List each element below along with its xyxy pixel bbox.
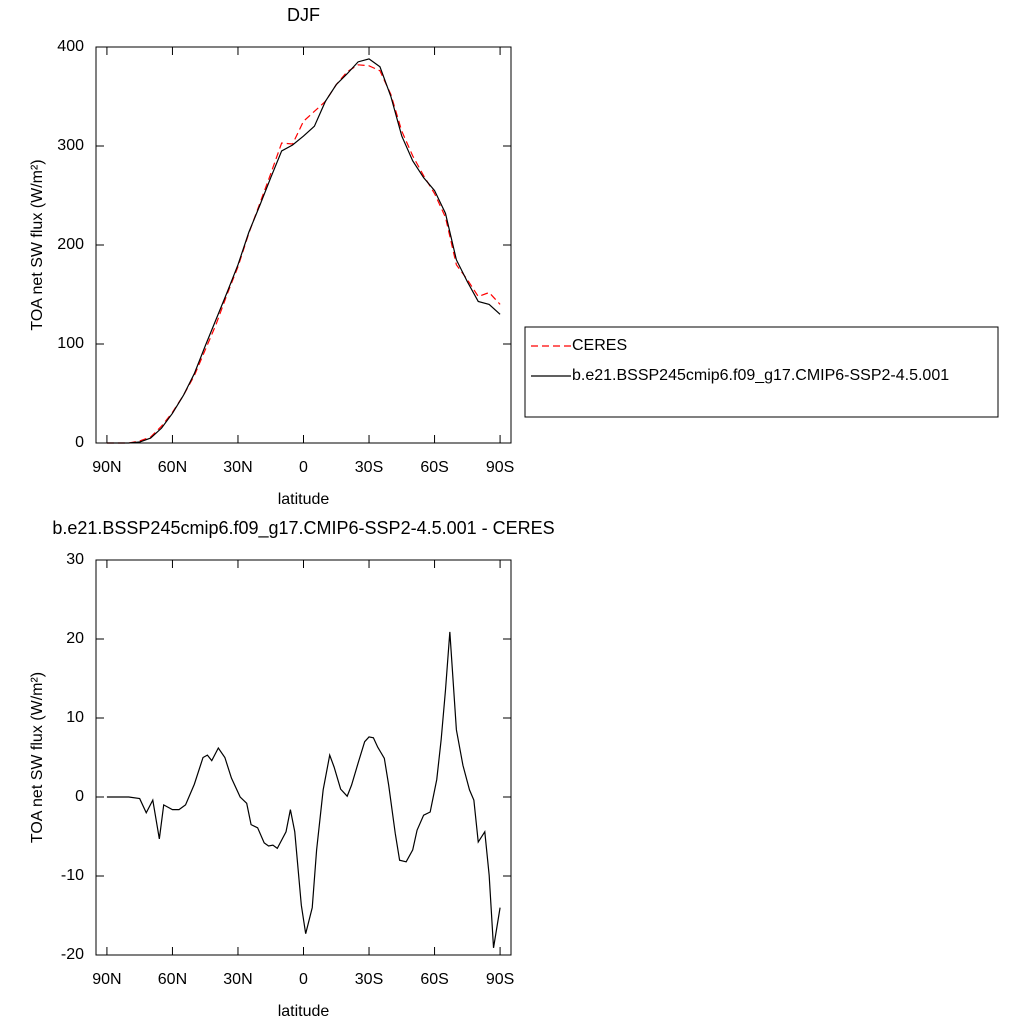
data-line xyxy=(106,58,501,444)
x-tick-label: 90N xyxy=(92,971,121,988)
y-tick-label: -20 xyxy=(61,946,84,963)
x-tick-label: 30S xyxy=(355,459,383,476)
x-axis-label: latitude xyxy=(278,491,330,508)
y-axis-label: TOA net SW flux (W/m²) xyxy=(29,672,46,843)
y-tick-label: 0 xyxy=(75,788,84,805)
legend-label: CERES xyxy=(572,337,627,354)
x-tick-label: 30N xyxy=(223,459,252,476)
data-line xyxy=(106,631,501,948)
x-tick-label: 90S xyxy=(486,971,514,988)
plot-frame xyxy=(95,559,512,956)
y-tick-label: 20 xyxy=(66,630,84,647)
y-tick-label: 10 xyxy=(66,709,84,726)
legend: CERES b.e21.BSSP245cmip6.f09_g17.CMIP6-SS… xyxy=(524,326,999,418)
y-tick-label: 30 xyxy=(66,551,84,568)
x-tick-label: 60N xyxy=(158,459,187,476)
data-line xyxy=(106,64,501,444)
x-tick-label: 90N xyxy=(92,459,121,476)
x-tick-label: 30S xyxy=(355,971,383,988)
y-tick-label: -10 xyxy=(61,867,84,884)
chart-title: DJF xyxy=(287,5,320,25)
x-tick-label: 60S xyxy=(420,459,448,476)
x-tick-label: 90S xyxy=(486,459,514,476)
y-tick-label: 100 xyxy=(57,335,84,352)
x-tick-label: 0 xyxy=(299,971,308,988)
x-tick-label: 30N xyxy=(223,971,252,988)
y-tick-label: 200 xyxy=(57,236,84,253)
y-tick-label: 0 xyxy=(75,434,84,451)
x-tick-label: 60N xyxy=(158,971,187,988)
chart-title: b.e21.BSSP245cmip6.f09_g17.CMIP6-SSP2-4.… xyxy=(52,518,554,539)
x-axis-label: latitude xyxy=(278,1003,330,1020)
x-tick-label: 0 xyxy=(299,459,308,476)
plot-frame xyxy=(95,46,512,444)
legend-box xyxy=(524,326,999,418)
y-tick-label: 300 xyxy=(57,137,84,154)
x-tick-label: 60S xyxy=(420,971,448,988)
legend-label: b.e21.BSSP245cmip6.f09_g17.CMIP6-SSP2-4.… xyxy=(572,367,949,384)
y-tick-label: 400 xyxy=(57,38,84,55)
y-axis-label: TOA net SW flux (W/m²) xyxy=(29,159,46,330)
